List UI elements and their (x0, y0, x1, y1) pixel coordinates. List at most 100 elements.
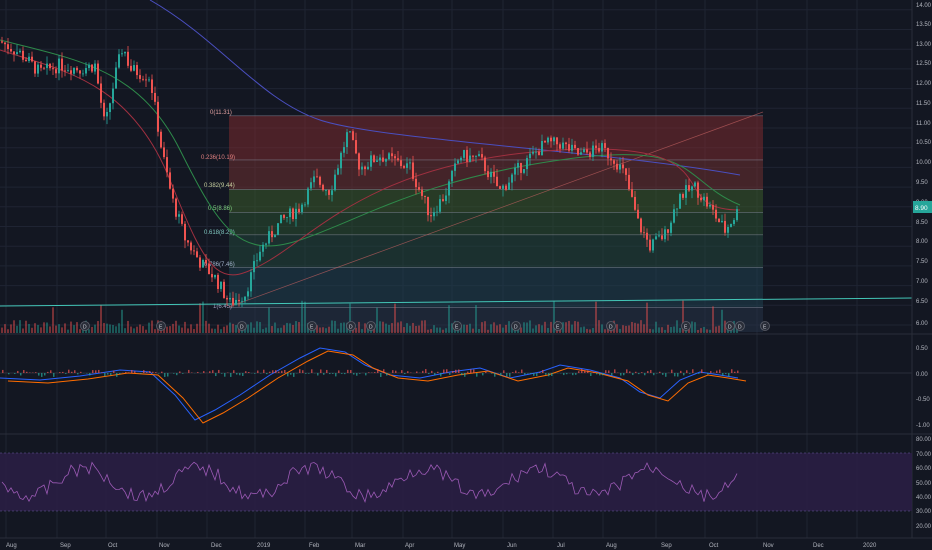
macd-pane[interactable] (0, 347, 912, 424)
macd-histogram-bar (686, 370, 688, 373)
candle-body (118, 54, 120, 68)
volume-bar (442, 329, 444, 333)
macd-histogram-bar (74, 370, 76, 373)
candle-body (487, 171, 489, 178)
fib-retracement[interactable] (229, 115, 763, 333)
volume-bar (49, 326, 51, 333)
fib-label-0618: 0.618(8.29) (204, 230, 235, 236)
volume-bar (592, 327, 594, 333)
macd-histogram-bar (494, 373, 496, 377)
event-marker-letter: E (763, 325, 767, 331)
volume-bar (691, 321, 693, 333)
volume-bar (106, 323, 108, 333)
volume-bar (478, 328, 480, 333)
macd-histogram-bar (131, 369, 133, 373)
candle-body (319, 176, 321, 185)
candle-body (589, 152, 591, 157)
volume-bar (55, 325, 57, 333)
macd-axis[interactable]: 0.50 0.00 -0.50 -1.00 (916, 346, 930, 429)
event-marker (346, 321, 356, 331)
macd-histogram-bar (92, 370, 94, 373)
candle-body (175, 198, 177, 217)
volume-bar (25, 320, 27, 333)
candle-body (691, 186, 693, 191)
candle-body (223, 281, 225, 298)
macd-histogram-bar (716, 370, 718, 373)
time-tick: Apr (405, 543, 414, 549)
macd-histogram-bar (332, 373, 334, 374)
volume-bar (538, 324, 540, 333)
candle-body (592, 145, 594, 157)
volume-bar (184, 321, 186, 333)
macd-tick: 0.00 (916, 372, 928, 378)
volume-bar (673, 326, 675, 333)
macd-histogram-bar (356, 373, 358, 376)
fib-level-labels: 0(11.31) 0.236(10.19) 0.382(9.44) 0.5(8.… (201, 110, 235, 310)
candle-body (664, 229, 666, 240)
candle-body (697, 182, 699, 198)
price-tick: 8.00 (916, 239, 928, 245)
candle-body (583, 149, 585, 153)
volume-bar (211, 328, 213, 333)
volume-bar (214, 328, 216, 333)
candle-body (262, 244, 264, 252)
candle-body (1, 41, 3, 43)
volume-bar (394, 303, 396, 333)
candle-body (397, 158, 399, 161)
volume-bar (718, 325, 720, 333)
candle-body (97, 63, 99, 84)
macd-histogram-bar (584, 370, 586, 373)
candle-body (553, 137, 555, 142)
candle-body (673, 209, 675, 223)
volume-bar (136, 326, 138, 333)
time-axis[interactable]: Aug Sep Oct Nov Dec 2019 Feb Mar Apr May… (6, 543, 877, 549)
macd-histogram-bar (506, 373, 508, 377)
volume-bar (721, 309, 723, 333)
candle-body (214, 274, 216, 278)
macd-histogram-bar (224, 373, 226, 377)
candle-body (640, 218, 642, 233)
event-marker (452, 321, 462, 331)
candle-body (541, 140, 543, 156)
volume-bar (490, 324, 492, 333)
candle-body (637, 209, 639, 219)
volume-bar (133, 328, 135, 333)
volume-bar (439, 327, 441, 333)
macd-histogram-bar (701, 369, 703, 373)
volume-bar (400, 321, 402, 333)
price-candles[interactable] (1, 36, 738, 308)
volume-bar (664, 329, 666, 333)
volume-bar (640, 320, 642, 333)
volume-bar (79, 329, 81, 333)
volume-bar (418, 325, 420, 333)
candle-body (313, 176, 315, 183)
macd-histogram-bar (440, 373, 442, 377)
macd-histogram-bar (98, 369, 100, 373)
candle-body (334, 174, 336, 191)
macd-histogram-bar (734, 371, 736, 373)
event-marker (80, 321, 90, 331)
macd-histogram-bar (530, 373, 532, 374)
event-marker (307, 321, 317, 331)
candle-body (463, 149, 465, 158)
volume-bar (61, 327, 63, 333)
candle-body (547, 137, 549, 143)
volume-bar (73, 325, 75, 333)
volume-bar (205, 320, 207, 333)
candle-body (37, 64, 39, 74)
macd-histogram-bar (470, 369, 472, 373)
candle-body (544, 140, 546, 143)
candle-body (187, 240, 189, 243)
rsi-axis[interactable]: 80.00 70.00 60.00 50.00 40.00 30.00 20.0… (916, 437, 932, 530)
macd-histogram-bar (524, 373, 526, 375)
price-tick: 8.50 (916, 220, 928, 226)
macd-histogram-bar (722, 373, 724, 376)
volume-bar (28, 323, 30, 333)
candle-body (376, 160, 378, 162)
rsi-pane[interactable] (0, 452, 912, 512)
volume-bar (337, 328, 339, 333)
candle-body (388, 153, 390, 160)
candle-body (211, 274, 213, 278)
